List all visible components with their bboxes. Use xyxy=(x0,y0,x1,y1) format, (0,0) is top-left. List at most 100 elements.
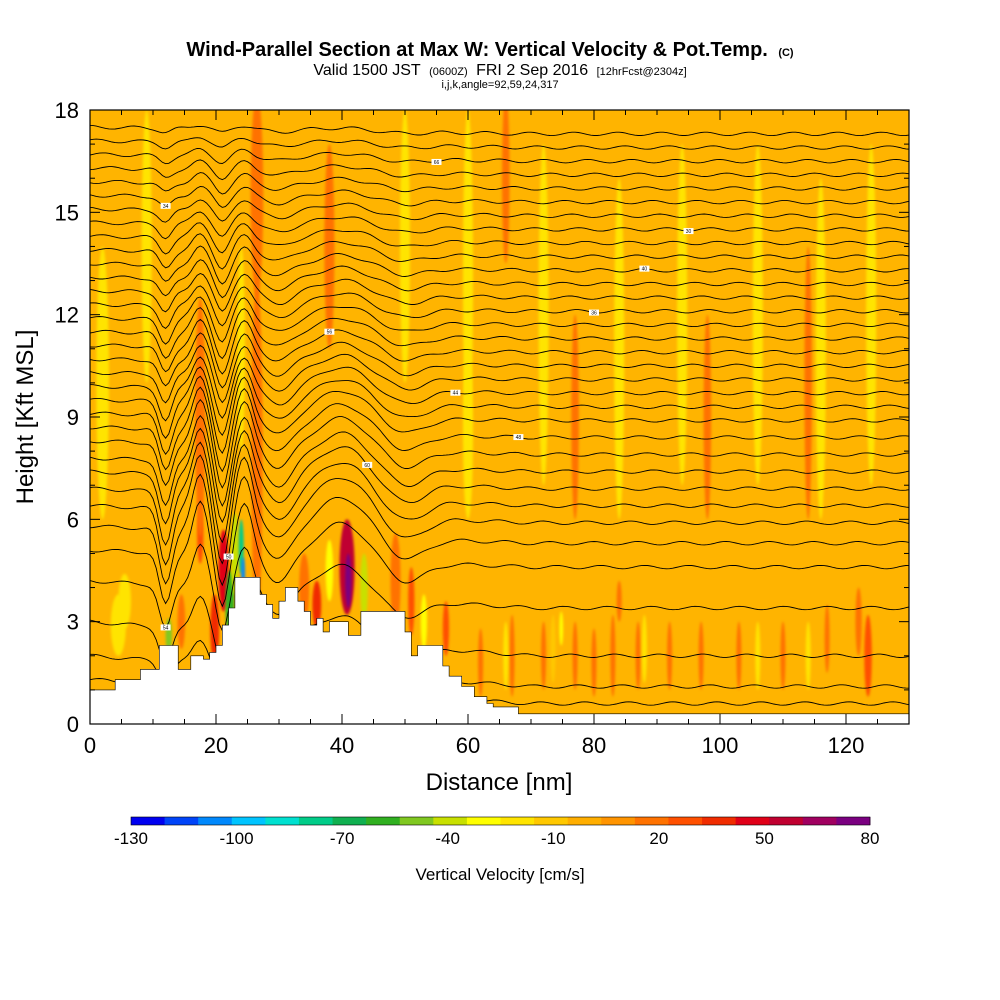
theta-line-28 xyxy=(90,186,909,208)
velocity-cell-33 xyxy=(550,614,556,684)
velocity-cell-26 xyxy=(509,614,515,697)
y-tick-label-12: 12 xyxy=(55,303,79,328)
contour-label-bg-7 xyxy=(513,434,524,441)
velocity-cell-31 xyxy=(616,580,622,622)
colorbar-swatch-3 xyxy=(231,817,266,825)
velocity-cell-49 xyxy=(752,144,763,486)
contour-label-0: 54 xyxy=(163,625,169,631)
velocity-cell-30 xyxy=(610,614,616,697)
velocity-cell-24 xyxy=(442,601,450,656)
x-tick-label-120: 120 xyxy=(828,733,865,758)
x-axis: 0 20 40 60 80 100 120 xyxy=(84,110,910,758)
terrain xyxy=(90,577,909,724)
colorbar-swatch-21 xyxy=(836,817,871,825)
velocity-cell-57 xyxy=(571,314,579,520)
colorbar-swatch-8 xyxy=(399,817,434,825)
theta-line-5 xyxy=(90,473,909,587)
contour-label-10: 34 xyxy=(163,204,169,210)
theta-line-26 xyxy=(90,211,909,240)
colorbar-swatch-18 xyxy=(735,817,770,825)
contour-label-bg-10 xyxy=(160,202,171,209)
contour-label-bg-6 xyxy=(223,553,234,560)
x-tick-label-100: 100 xyxy=(702,733,739,758)
contour-label-bg-8 xyxy=(324,328,335,335)
colorbar-swatch-17 xyxy=(702,817,737,825)
y-axis-label: Height [Kft MSL] xyxy=(12,330,39,505)
velocity-cell-58 xyxy=(703,314,712,520)
colorbar-swatch-4 xyxy=(265,817,300,825)
contour-label-3: 36 xyxy=(591,311,597,317)
velocity-cell-22 xyxy=(408,567,415,636)
plot-area: 54 60 44 36 30 66 50 48 56 40 34 xyxy=(90,110,909,724)
velocity-cell-25 xyxy=(478,628,484,697)
colorbar xyxy=(130,816,871,826)
velocity-cell-1 xyxy=(118,573,131,629)
contour-label-bg-2 xyxy=(450,389,461,396)
velocity-cell-40 xyxy=(855,587,862,656)
y-tick-label-9: 9 xyxy=(67,405,79,430)
velocity-cell-38 xyxy=(780,621,786,690)
velocity-cell-55 xyxy=(96,246,109,520)
y-tick-label-0: 0 xyxy=(67,712,79,737)
theta-line-12 xyxy=(90,375,909,455)
colorbar-tick--10: -10 xyxy=(541,829,566,848)
x-tick-label-0: 0 xyxy=(84,733,96,758)
colorbar-swatch-12 xyxy=(534,817,569,825)
velocity-cell-53 xyxy=(399,110,411,383)
x-tick-label-60: 60 xyxy=(456,733,480,758)
colorbar-swatch-5 xyxy=(298,817,333,825)
contour-label-bg-9 xyxy=(639,265,650,272)
contour-label-bg-3 xyxy=(589,309,599,316)
colorbar-tick--100: -100 xyxy=(220,829,254,848)
colorbar-swatch-10 xyxy=(466,817,501,825)
contour-label-9: 40 xyxy=(642,267,648,273)
colorbar-ticks: -130 -100 -70 -40 -10 20 50 80 xyxy=(114,829,879,848)
velocity-cell-59 xyxy=(462,348,474,520)
y-tick-label-18: 18 xyxy=(55,98,79,123)
velocity-cell-34 xyxy=(559,611,564,646)
velocity-cell-47 xyxy=(614,178,625,520)
colorbar-tick--70: -70 xyxy=(330,829,355,848)
velocity-cell-50 xyxy=(815,178,826,520)
theta-line-30 xyxy=(90,159,909,181)
colorbar-swatch-6 xyxy=(332,817,367,825)
contour-label-bg-4 xyxy=(683,228,694,235)
theta-line-24 xyxy=(90,233,909,270)
velocity-cell-56 xyxy=(804,246,812,520)
velocity-cell-61 xyxy=(324,144,335,349)
velocity-cell-5 xyxy=(195,297,206,537)
velocity-cell-51 xyxy=(866,144,877,486)
contour-label-bg-1 xyxy=(362,461,373,468)
theta-line-6 xyxy=(90,454,909,566)
velocity-cell-3 xyxy=(177,594,186,649)
colorbar-tick--130: -130 xyxy=(114,829,148,848)
velocity-cell-23 xyxy=(420,594,428,649)
velocity-cell-19 xyxy=(345,553,352,609)
theta-line-17 xyxy=(90,318,909,375)
theta-line-33 xyxy=(90,124,909,137)
x-axis-label: Distance [nm] xyxy=(426,769,573,796)
colorbar-tick-20: 20 xyxy=(649,829,668,848)
colorbar-swatch-15 xyxy=(634,817,669,825)
contour-label-bg-0 xyxy=(160,624,171,631)
theta-line-25 xyxy=(90,222,909,255)
colorbar-tick-50: 50 xyxy=(755,829,774,848)
theta-line-4 xyxy=(90,500,909,608)
theta-line-19 xyxy=(90,296,909,345)
theta-line-22 xyxy=(90,259,909,299)
colorbar-swatch-2 xyxy=(198,817,233,825)
contour-label-2: 44 xyxy=(453,391,459,397)
theta-line-3 xyxy=(90,543,909,632)
velocity-cell-54 xyxy=(141,110,152,383)
theta-line-29 xyxy=(90,172,909,195)
y-tick-label-3: 3 xyxy=(67,610,79,635)
theta-line-7 xyxy=(90,441,909,546)
velocity-cell-20 xyxy=(360,553,368,622)
colorbar-frame xyxy=(130,816,871,826)
colorbar-swatch-9 xyxy=(433,817,468,825)
colorbar-tick-80: 80 xyxy=(861,829,880,848)
contour-label-7: 48 xyxy=(516,435,522,441)
colorbar-swatch-1 xyxy=(164,817,199,825)
